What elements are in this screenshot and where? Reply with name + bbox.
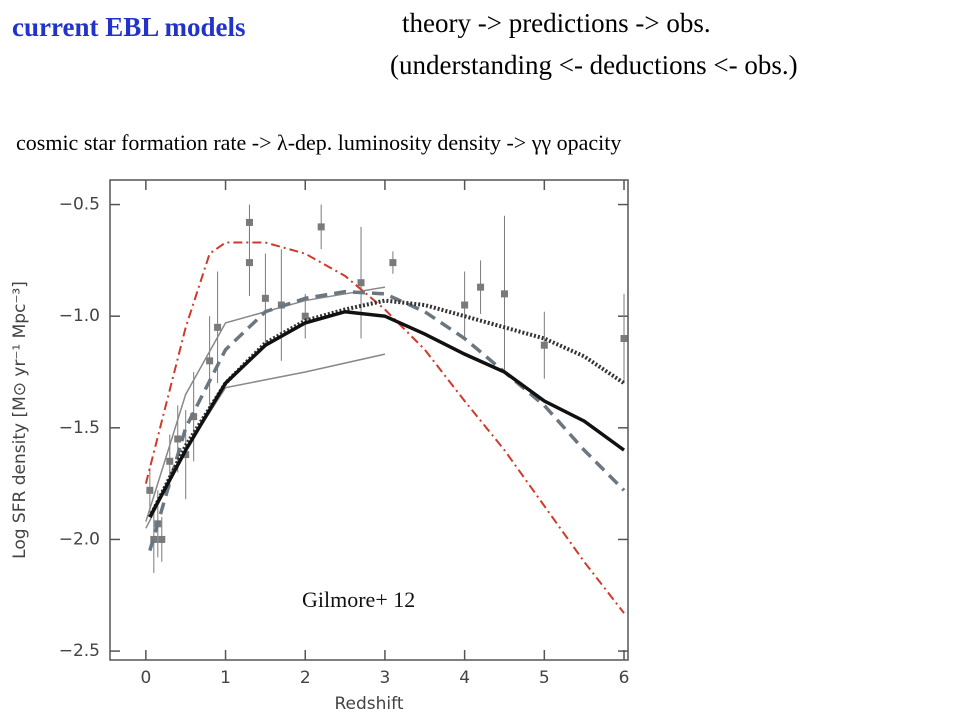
y-tick-label: −2.0: [59, 529, 100, 549]
data-point: [182, 451, 190, 459]
data-point: [620, 335, 628, 343]
x-tick-label: 0: [140, 668, 151, 688]
slide-subtitle: cosmic star formation rate -> λ-dep. lum…: [16, 130, 622, 155]
series-line: [148, 289, 626, 552]
data-point: [317, 223, 325, 231]
data-point: [190, 413, 198, 421]
plot-frame: [109, 179, 629, 661]
x-axis-label: Redshift: [334, 694, 403, 714]
x-tick-label: 5: [539, 668, 550, 688]
y-tick-label: −1.5: [59, 418, 100, 438]
data-point: [461, 301, 469, 309]
slide-line: (understanding <- deductions <- obs.): [390, 50, 798, 80]
data-point: [158, 535, 166, 543]
data-point: [357, 279, 365, 287]
y-tick-label: −1.0: [59, 306, 100, 326]
data-point: [214, 323, 222, 331]
y-tick-label: −0.5: [59, 195, 100, 215]
slide-line: theory -> predictions -> obs.: [402, 8, 711, 38]
series-line: [144, 241, 625, 614]
data-point: [206, 357, 214, 365]
x-tick-label: 6: [619, 668, 630, 688]
data-point: [389, 259, 397, 267]
x-tick-label: 3: [380, 668, 391, 688]
series-line: [148, 309, 626, 518]
data-point: [146, 486, 154, 494]
data-point: [245, 259, 253, 267]
x-tick-label: 1: [220, 668, 231, 688]
x-tick-label: 4: [459, 668, 470, 688]
data-point: [301, 312, 309, 320]
data-point: [174, 435, 182, 443]
series-line: [148, 298, 626, 519]
series-line: [145, 286, 386, 522]
slide-title: current EBL models: [12, 12, 246, 42]
data-point: [540, 341, 548, 349]
data-point: [166, 457, 174, 465]
y-axis-label: Log SFR density [M⊙ yr⁻¹ Mpc⁻³]: [10, 281, 30, 559]
data-point: [500, 290, 508, 298]
series-line: [145, 353, 386, 529]
data-point: [261, 294, 269, 302]
annotation: Gilmore+ 12: [302, 587, 415, 612]
y-tick-label: −2.5: [59, 641, 100, 661]
data-point: [477, 283, 485, 291]
x-tick-label: 2: [300, 668, 311, 688]
data-point: [245, 218, 253, 226]
